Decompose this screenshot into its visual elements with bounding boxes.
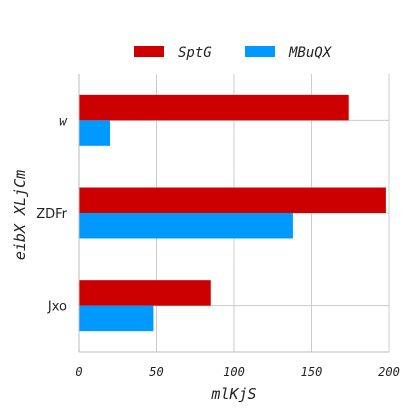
bars	[79, 94, 386, 332]
x-tick-label: 200	[378, 365, 400, 379]
y-tick-label: Jxo	[47, 300, 67, 315]
bar-SptG-Jxo	[79, 280, 211, 306]
legend-label-SptG: SptG	[178, 45, 212, 61]
x-tick-label: 100	[223, 365, 245, 379]
axes: 0 50 100 150 200 w ZDFr Jxo	[36, 74, 400, 379]
x-tick-label: 0	[75, 365, 82, 379]
bar-SptG-w	[79, 94, 349, 121]
x-tick-label: 50	[149, 365, 163, 379]
legend-swatch-MBuQX	[245, 46, 275, 57]
legend: SptG MBuQX	[134, 45, 333, 61]
legend-swatch-SptG	[134, 46, 164, 57]
bar-SptG-ZDFr	[79, 187, 386, 213]
y-axis-title: eibX XLjCm	[11, 170, 29, 260]
x-axis-title: mlKjS	[210, 385, 256, 403]
legend-label-MBuQX: MBuQX	[288, 45, 333, 61]
y-tick-label: ZDFr	[36, 207, 67, 222]
y-tick-label: w	[59, 114, 68, 129]
bar-MBuQX-w	[79, 120, 110, 146]
bar-MBuQX-ZDFr	[79, 213, 293, 239]
x-tick-label: 150	[301, 365, 323, 379]
bar-MBuQX-Jxo	[79, 305, 154, 332]
